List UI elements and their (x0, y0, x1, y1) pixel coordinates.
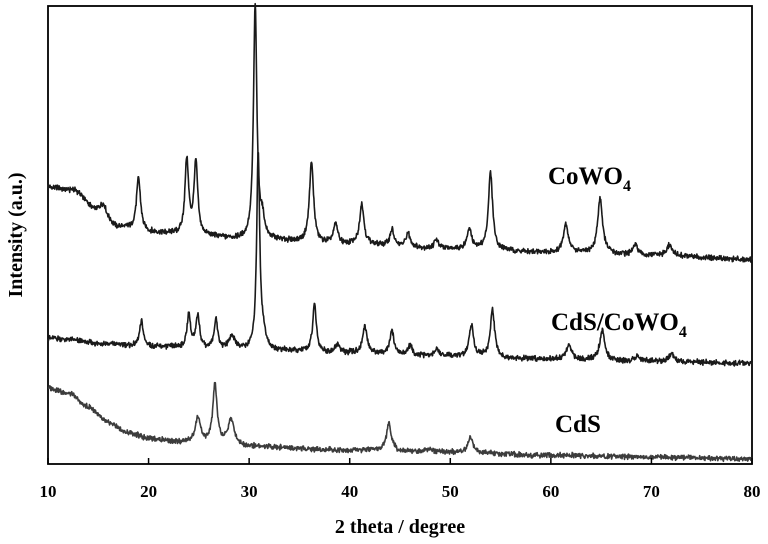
series-line-cds (48, 383, 752, 462)
x-tick-label: 70 (643, 482, 660, 501)
x-tick-label: 20 (140, 482, 157, 501)
x-axis-label: 2 theta / degree (335, 516, 465, 538)
series-label-cowo4: CoWO4 (548, 163, 631, 195)
x-tick-label: 60 (542, 482, 559, 501)
x-tick-label: 40 (341, 482, 358, 501)
x-tick-label: 50 (442, 482, 459, 501)
series-label-cds-cowo4: CdS/CoWO4 (551, 309, 687, 341)
x-tick-label: 80 (744, 482, 761, 501)
x-tick-label: 10 (40, 482, 57, 501)
y-axis-label: Intensity (a.u.) (5, 172, 27, 297)
plot-frame (48, 6, 752, 464)
series-line-cowo4 (48, 4, 752, 262)
series-label-cds: CdS (555, 411, 601, 438)
series-layer (48, 4, 752, 462)
x-tick-label: 30 (241, 482, 258, 501)
